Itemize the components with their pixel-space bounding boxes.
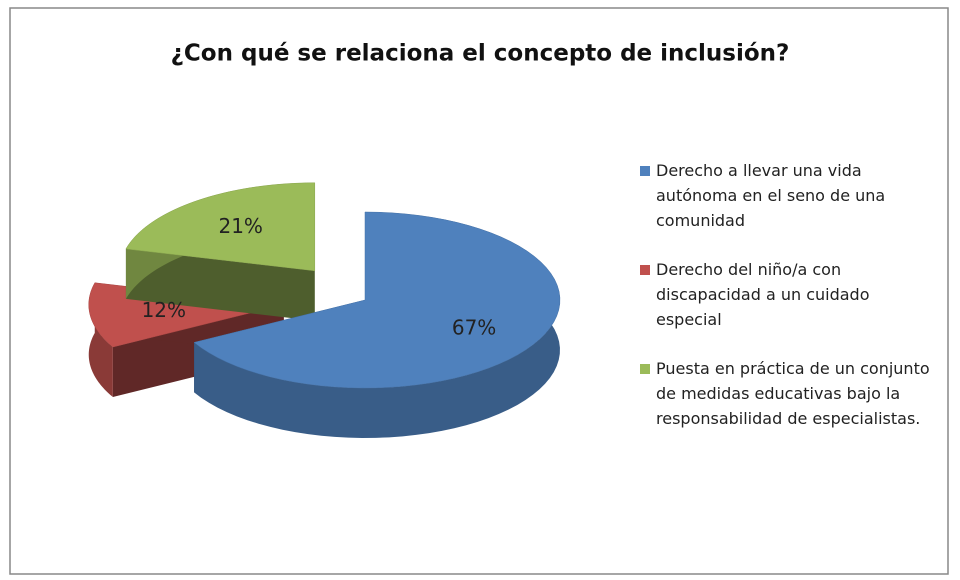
chart-title: ¿Con qué se relaciona el concepto de inc… <box>171 41 790 67</box>
data-label: 12% <box>142 298 186 322</box>
legend-label: Puesta en práctica de un conjunto de med… <box>656 359 930 428</box>
legend-label: Derecho del niño/a con discapacidad a un… <box>656 260 870 329</box>
legend-swatch <box>640 364 650 374</box>
legend-item: Puesta en práctica de un conjunto de med… <box>640 356 940 431</box>
legend-label: Derecho a llevar una vida autónoma en el… <box>656 161 886 230</box>
legend-item: Derecho a llevar una vida autónoma en el… <box>640 158 940 233</box>
data-label: 21% <box>218 214 262 238</box>
slice <box>125 182 316 272</box>
legend: Derecho a llevar una vida autónoma en el… <box>640 158 940 455</box>
slice <box>193 211 561 389</box>
slice-side <box>125 248 315 321</box>
legend-swatch <box>640 166 650 176</box>
legend-item: Derecho del niño/a con discapacidad a un… <box>640 257 940 332</box>
legend-swatch <box>640 265 650 275</box>
data-label: 67% <box>452 316 496 340</box>
